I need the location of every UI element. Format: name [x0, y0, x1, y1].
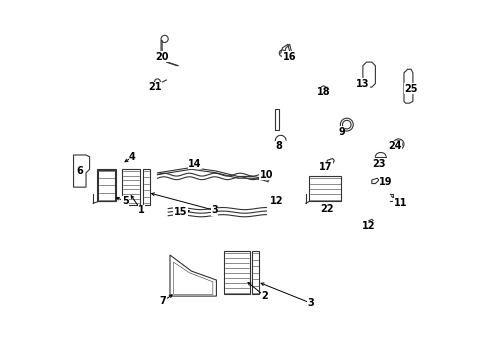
- Bar: [252, 251, 259, 294]
- Text: 9: 9: [338, 127, 345, 137]
- Circle shape: [341, 118, 353, 131]
- Text: 6: 6: [76, 166, 83, 176]
- Text: 7: 7: [159, 296, 166, 306]
- Bar: [122, 169, 140, 205]
- Text: 3: 3: [211, 205, 218, 215]
- Text: 2: 2: [261, 291, 268, 301]
- Text: 18: 18: [317, 87, 330, 98]
- Text: 10: 10: [260, 170, 273, 180]
- Text: 14: 14: [188, 159, 202, 169]
- Bar: [143, 169, 149, 205]
- Text: 20: 20: [155, 52, 169, 62]
- Bar: [309, 176, 342, 202]
- Text: 16: 16: [283, 52, 296, 62]
- Text: 19: 19: [379, 177, 393, 187]
- Text: 21: 21: [148, 82, 162, 92]
- Text: 11: 11: [393, 198, 407, 208]
- Text: 3: 3: [308, 298, 315, 308]
- Text: 17: 17: [318, 162, 332, 172]
- Text: 4: 4: [129, 152, 136, 162]
- Text: 15: 15: [174, 207, 188, 217]
- Text: 25: 25: [404, 84, 418, 94]
- Bar: [97, 169, 117, 202]
- Text: 13: 13: [356, 78, 369, 89]
- Bar: [275, 109, 279, 130]
- Bar: [98, 170, 115, 201]
- Text: 12: 12: [362, 221, 375, 231]
- Bar: [223, 251, 250, 294]
- Text: 24: 24: [388, 141, 402, 151]
- Text: 22: 22: [320, 203, 334, 213]
- Text: 5: 5: [122, 197, 129, 206]
- Text: 8: 8: [275, 141, 282, 151]
- Text: 23: 23: [372, 159, 386, 169]
- Text: 1: 1: [138, 205, 145, 215]
- Text: 12: 12: [270, 197, 284, 206]
